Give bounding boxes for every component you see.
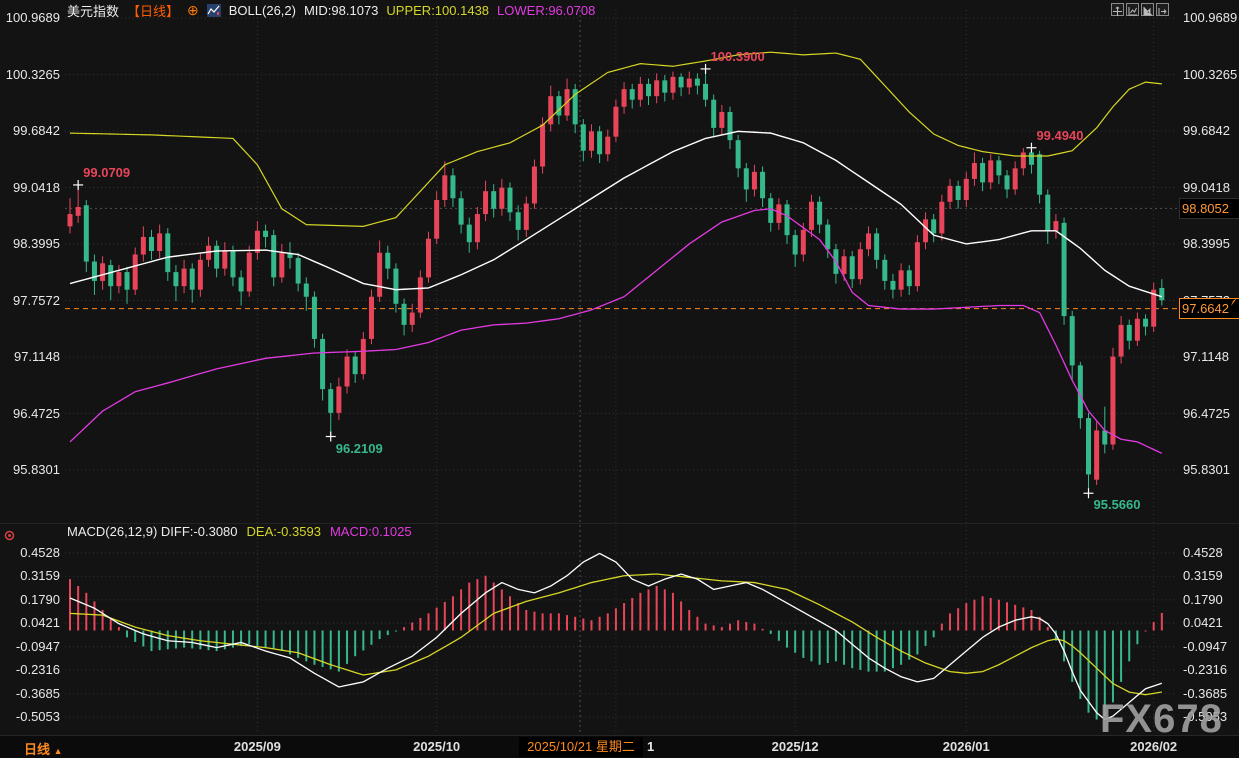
price-axis-label-right: 100.9689 bbox=[1183, 10, 1238, 25]
price-axis-label-right: 97.1148 bbox=[1183, 349, 1230, 364]
chart-flag-icon[interactable] bbox=[1141, 3, 1154, 16]
macd-axis-label-left: 0.4528 bbox=[20, 544, 60, 560]
price-axis-label-left: 99.6842 bbox=[13, 123, 60, 138]
price-pointer-icon bbox=[1228, 294, 1238, 312]
period-selector[interactable]: 日线 ▲ bbox=[24, 739, 63, 758]
macd-axis-label-left: -0.5053 bbox=[15, 709, 60, 724]
boll-upper-readout: UPPER:100.1438 bbox=[386, 3, 490, 18]
high-price-annotation: 99.0709 bbox=[83, 164, 131, 180]
month-tick-label: 2026/01 bbox=[942, 739, 990, 754]
boll-label: BOLL(26,2) bbox=[228, 3, 296, 18]
chart-axis-icon[interactable] bbox=[1126, 3, 1139, 16]
price-axis-label-left: 97.7572 bbox=[13, 292, 60, 308]
low-price-annotation: 96.2109 bbox=[335, 440, 383, 456]
month-tick-label: 2025/10 bbox=[413, 739, 461, 754]
boll-mid-readout: MID:98.1073 bbox=[303, 3, 379, 18]
price-axis-label-left: 100.3265 bbox=[5, 66, 60, 82]
macd-axis-label-left: -0.0947 bbox=[15, 638, 60, 654]
macd-diff-readout: MACD(26,12,9) DIFF:-0.3080 bbox=[67, 524, 238, 539]
chevron-up-icon: ▲ bbox=[53, 746, 63, 756]
macd-axis-label-right: 0.4528 bbox=[1183, 544, 1223, 560]
macd-dea-readout: DEA:-0.3593 bbox=[246, 524, 321, 539]
price-axis-label-left: 100.9689 bbox=[5, 10, 60, 25]
crosshair-date-box: 2025/10/21 星期二 bbox=[519, 737, 643, 757]
macd-axis-label-right: 0.1790 bbox=[1183, 591, 1223, 607]
price-axis-label-right: 96.4725 bbox=[1183, 405, 1230, 421]
last-price-box: 97.6642 bbox=[1179, 298, 1239, 319]
low-price-annotation: 95.5660 bbox=[1093, 497, 1141, 513]
price-axis-label-left: 99.0418 bbox=[13, 179, 60, 195]
macd-axis-label-left: 0.1790 bbox=[20, 591, 60, 607]
price-axis-label-left: 95.8301 bbox=[13, 462, 60, 477]
macd-axis-label-right: 0.3159 bbox=[1183, 568, 1223, 584]
price-axis-label-left: 97.1148 bbox=[13, 349, 60, 364]
pane-divider bbox=[0, 523, 1239, 524]
macd-axis-label-right: -0.3685 bbox=[1183, 685, 1228, 701]
macd-axis-label-right: -0.5053 bbox=[1183, 709, 1228, 724]
macd-axis-label-right: -0.0947 bbox=[1183, 638, 1228, 654]
boll-lower-readout: LOWER:96.0708 bbox=[497, 3, 596, 18]
price-axis-label-right: 98.3995 bbox=[1183, 236, 1230, 251]
chart-toolbar bbox=[1111, 3, 1169, 16]
macd-axis-label-right: -0.2316 bbox=[1183, 662, 1228, 678]
price-axis-label-right: 95.8301 bbox=[1183, 462, 1230, 477]
macd-axis-label-left: 0.0421 bbox=[20, 615, 60, 631]
macd-axis-label-left: 0.3159 bbox=[20, 568, 60, 584]
month-tick-label: 2025/09 bbox=[233, 739, 281, 754]
macd-axis-label-left: -0.2316 bbox=[15, 662, 60, 678]
price-axis-label-right: 99.6842 bbox=[1183, 123, 1230, 138]
time-axis-bar: 日线 ▲ 2025/092025/102025/112025/122026/01… bbox=[0, 735, 1239, 758]
candlestick-chart-icon bbox=[206, 4, 221, 17]
indicator-settings-icon[interactable] bbox=[3, 529, 16, 542]
symbol-title: 美元指数 bbox=[67, 4, 120, 19]
chart-header: 美元指数 【日线】 ⊕ BOLL(26,2) MID:98.1073 UPPER… bbox=[67, 1, 595, 20]
high-price-annotation: 99.4940 bbox=[1036, 127, 1084, 143]
watermark: FX678 bbox=[1100, 697, 1223, 741]
period-selector-label: 日线 bbox=[24, 742, 51, 757]
period-tag: 【日线】 bbox=[127, 4, 180, 19]
macd-value-readout: MACD:0.1025 bbox=[329, 524, 412, 539]
pan-icon[interactable] bbox=[1111, 3, 1124, 16]
price-axis-label-right: 99.0418 bbox=[1183, 179, 1230, 195]
macd-header: MACD(26,12,9) DIFF:-0.3080 DEA:-0.3593 M… bbox=[67, 524, 412, 539]
macd-axis-label-right: 0.0421 bbox=[1183, 615, 1223, 631]
high-price-annotation: 100.3900 bbox=[710, 48, 765, 64]
price-axis-label-left: 96.4725 bbox=[13, 405, 60, 421]
month-tick-label: 2026/02 bbox=[1130, 739, 1178, 754]
crosshair-price-box: 98.8052 bbox=[1179, 198, 1239, 219]
macd-axis-label-left: -0.3685 bbox=[15, 685, 60, 701]
price-axis-label-left: 98.3995 bbox=[13, 236, 60, 251]
covered-month-label-remainder: 1 bbox=[647, 739, 655, 754]
exit-arrow-icon[interactable] bbox=[1156, 3, 1169, 16]
month-tick-label: 2025/12 bbox=[771, 739, 819, 754]
add-indicator-icon[interactable]: ⊕ bbox=[187, 2, 199, 18]
price-axis-label-right: 100.3265 bbox=[1183, 66, 1238, 82]
